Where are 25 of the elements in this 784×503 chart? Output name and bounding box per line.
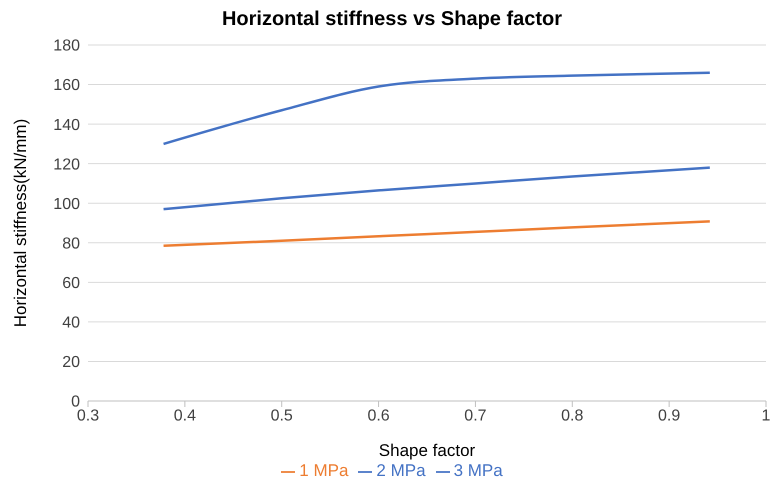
y-tick-label: 120 xyxy=(53,156,80,174)
legend-label: 2 MPa xyxy=(376,461,426,480)
x-tick-label: 0.6 xyxy=(367,407,390,424)
line-series xyxy=(162,166,712,210)
x-tick-label: 0.8 xyxy=(561,407,584,424)
y-tick-label: 80 xyxy=(62,235,80,252)
x-tick-label: 0.9 xyxy=(658,407,680,424)
line-series xyxy=(162,220,712,247)
y-tick-label: 60 xyxy=(62,275,80,292)
y-tick-label: 140 xyxy=(53,116,80,134)
x-tick-label: 0.4 xyxy=(174,407,196,424)
x-tick-label: 0.7 xyxy=(464,407,487,424)
y-tick-label: 20 xyxy=(62,354,80,372)
line-series xyxy=(162,71,712,146)
x-axis-title: Shape factor xyxy=(378,441,476,460)
y-tick-label: 40 xyxy=(62,314,80,332)
legend-label: 3 MPa xyxy=(454,461,503,480)
y-tick-label: 100 xyxy=(53,196,80,213)
y-tick-label: 180 xyxy=(53,38,80,55)
x-tick-label: 0.5 xyxy=(270,407,293,424)
chart-title: Horizontal stiffness vs Shape factor xyxy=(220,8,564,31)
y-tick-label: 160 xyxy=(53,77,80,94)
x-tick-label: 1 xyxy=(762,407,771,424)
y-axis-title: Horizontal stiffness(kN/mm) xyxy=(11,118,30,328)
legend-label: 1 MPa xyxy=(299,461,348,480)
